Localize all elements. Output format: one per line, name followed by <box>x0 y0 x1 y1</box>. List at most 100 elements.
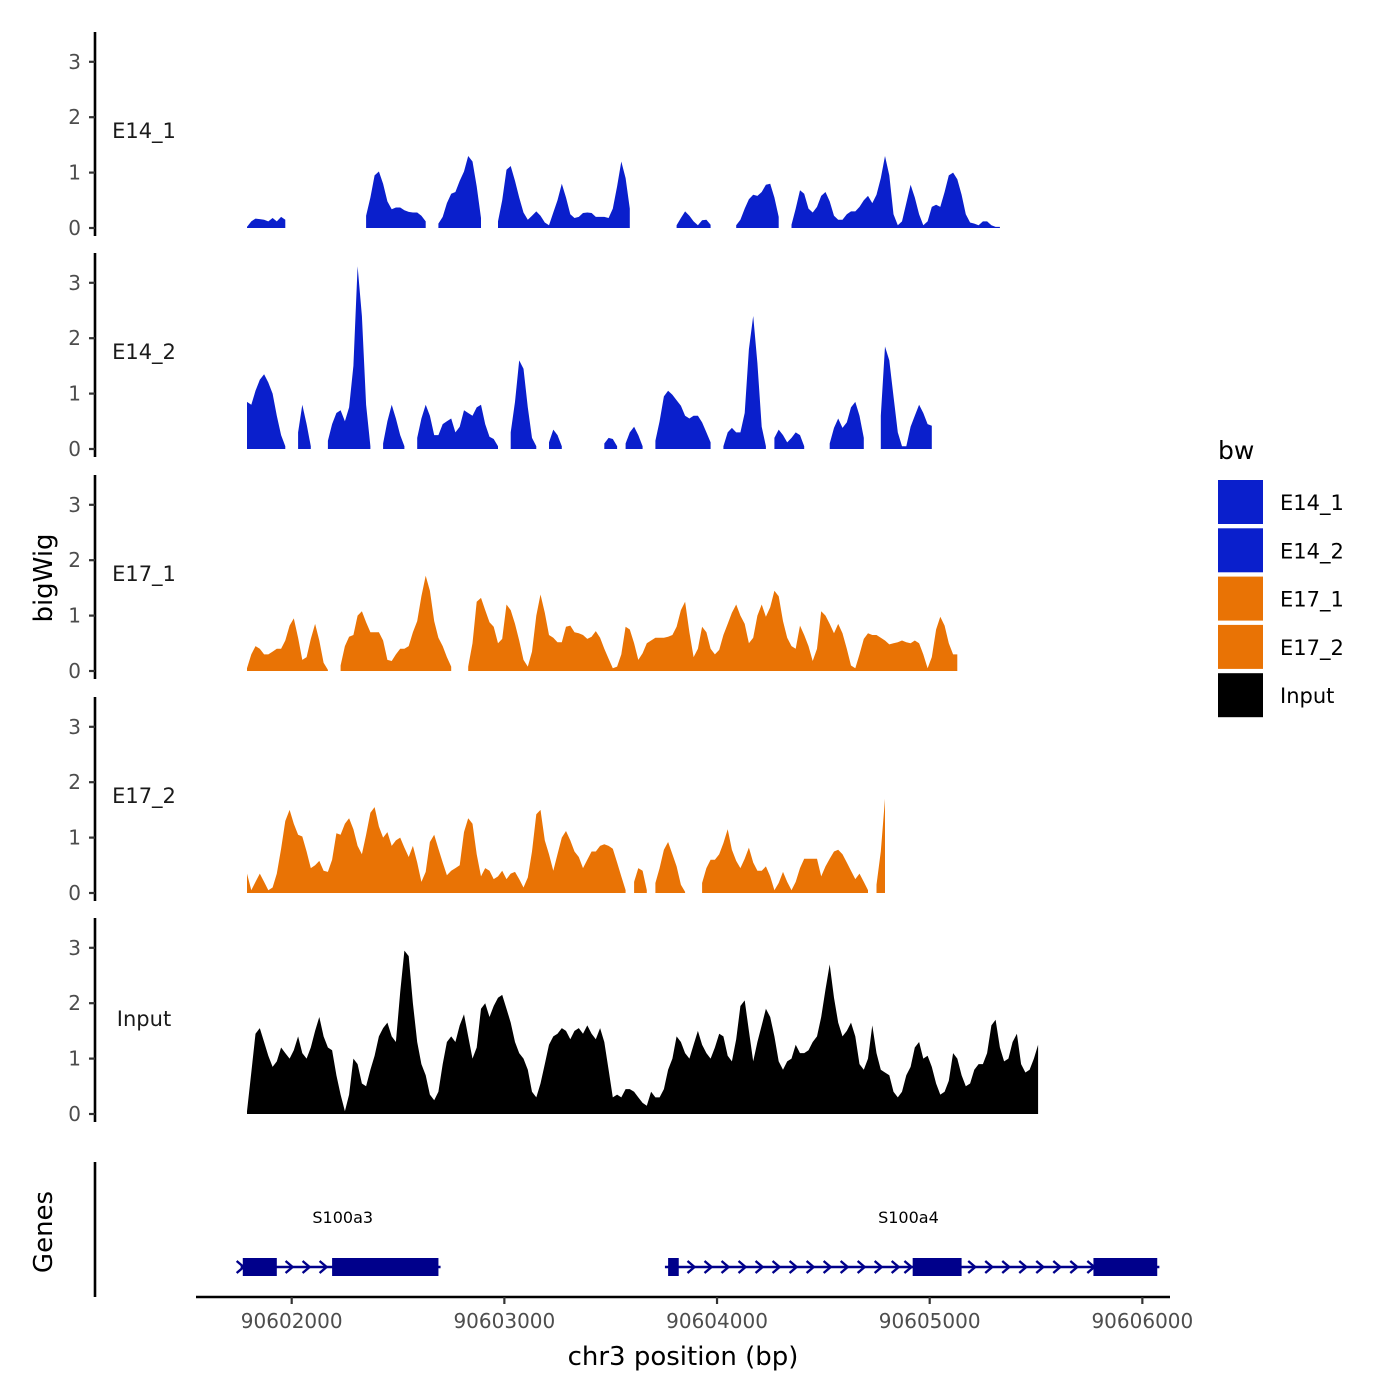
signal-area <box>604 437 618 449</box>
strand-arrow <box>235 1260 246 1274</box>
signal-area <box>366 171 426 228</box>
y-tick-label: 3 <box>68 493 81 517</box>
gene-label: S100a4 <box>878 1208 939 1227</box>
strand-arrow <box>720 1260 731 1274</box>
y-tick-label: 0 <box>68 881 81 905</box>
x-tick-label: 90604000 <box>666 1309 768 1333</box>
strand-arrow <box>967 1260 978 1274</box>
x-axis: 90602000 90603000 90604000 90605000 90606000 <box>196 1295 1193 1333</box>
legend-key <box>1218 480 1263 524</box>
y-tick-label: 3 <box>68 715 81 739</box>
y-tick-label: 1 <box>68 1047 81 1071</box>
y-tick-label: 1 <box>68 826 81 850</box>
legend-key <box>1218 576 1263 621</box>
signal-area <box>247 374 286 449</box>
gene-track: S100a3 S100a4 <box>93 1162 1160 1297</box>
signal-area <box>791 156 1000 228</box>
track-label: E17_2 <box>112 784 176 809</box>
strand-arrow <box>890 1260 901 1274</box>
strand-arrow <box>1069 1260 1080 1274</box>
signal-area <box>655 842 686 893</box>
strand-arrow <box>856 1260 867 1274</box>
signal-area <box>634 868 647 893</box>
signal-area <box>876 798 885 893</box>
y-tick-label: 0 <box>68 437 81 461</box>
legend-key <box>1218 624 1263 669</box>
strand-arrow <box>771 1260 782 1274</box>
y-tick-label: 0 <box>68 659 81 683</box>
y-tick-label: 2 <box>68 548 81 572</box>
y-tick-label: 1 <box>68 161 81 185</box>
y-tick-label: 2 <box>68 770 81 794</box>
legend: bw E14_1 E14_2 E17_1 E17_2 Input <box>1218 436 1344 718</box>
legend-key <box>1218 673 1263 718</box>
track-label: E14_1 <box>112 119 176 144</box>
x-tick-label: 90603000 <box>453 1309 555 1333</box>
track-e14-1: 0 1 2 3 E14_1 <box>68 32 1000 240</box>
signal-area <box>417 404 498 449</box>
strand-arrow <box>984 1260 995 1274</box>
legend-label: E14_2 <box>1280 539 1344 564</box>
strand-arrow <box>301 1260 312 1274</box>
strand-arrow <box>686 1260 697 1274</box>
strand-arrow <box>284 1260 295 1274</box>
strand-arrow <box>1001 1260 1012 1274</box>
signal-area <box>676 211 711 228</box>
signal-area <box>880 346 932 449</box>
legend-label: E17_1 <box>1280 588 1344 613</box>
gene-s100a3: S100a3 <box>235 1208 441 1276</box>
track-e14-2: 0 1 2 3 E14_2 <box>68 253 932 461</box>
exon <box>1093 1258 1158 1276</box>
y-tick-label: 1 <box>68 382 81 406</box>
signal-area <box>498 161 630 228</box>
strand-arrow <box>1035 1260 1046 1274</box>
gene-s100a4: S100a4 <box>664 1208 1160 1276</box>
y-tick-label: 1 <box>68 604 81 628</box>
signal-area <box>247 950 1039 1114</box>
legend-key <box>1218 528 1263 573</box>
signal-area <box>510 360 537 449</box>
y-tick-label: 0 <box>68 1102 81 1126</box>
signal-area <box>298 404 311 449</box>
x-tick-label: 90602000 <box>241 1309 343 1333</box>
strand-arrow <box>822 1260 833 1274</box>
signal-area <box>549 429 562 449</box>
signal-area <box>383 404 405 449</box>
y-tick-label: 2 <box>68 326 81 350</box>
strand-arrow <box>839 1260 850 1274</box>
y-tick-label: 3 <box>68 271 81 295</box>
track-e17-1: 0 1 2 3 E17_1 <box>68 475 958 683</box>
strand-arrow <box>903 1260 914 1274</box>
legend-label: Input <box>1280 684 1334 708</box>
x-axis-title: chr3 position (bp) <box>568 1342 799 1372</box>
track-label: E17_1 <box>112 562 176 587</box>
signal-tracks: 0 1 2 3 E14_1 0 1 2 3 E14_2 0 1 2 3 E17_1 0 1 2 3 E17_2 0 1 2 3… <box>68 32 1039 1126</box>
signal-area <box>247 807 626 893</box>
exon <box>332 1258 439 1276</box>
signal-area <box>340 575 452 671</box>
legend-title: bw <box>1218 436 1254 465</box>
exon <box>912 1258 962 1276</box>
signal-area <box>438 156 481 228</box>
strand-arrow <box>754 1260 765 1274</box>
signal-area <box>829 401 864 449</box>
signal-area <box>774 429 805 449</box>
strand-arrow <box>737 1260 748 1274</box>
signal-area <box>468 590 958 671</box>
genes-axis-title: Genes <box>29 1191 59 1273</box>
y-tick-label: 0 <box>68 216 81 240</box>
track-label: Input <box>117 1007 171 1031</box>
signal-area <box>625 426 643 449</box>
signal-area <box>736 183 779 228</box>
strand-arrow <box>805 1260 816 1274</box>
y-tick-label: 3 <box>68 936 81 960</box>
strand-arrow <box>703 1260 714 1274</box>
signal-area <box>327 266 371 449</box>
y-tick-label: 2 <box>68 105 81 129</box>
strand-arrow <box>318 1260 329 1274</box>
strand-arrow <box>788 1260 799 1274</box>
track-e17-2: 0 1 2 3 E17_2 <box>68 697 885 905</box>
strand-arrow <box>873 1260 884 1274</box>
x-tick-label: 90605000 <box>879 1309 981 1333</box>
